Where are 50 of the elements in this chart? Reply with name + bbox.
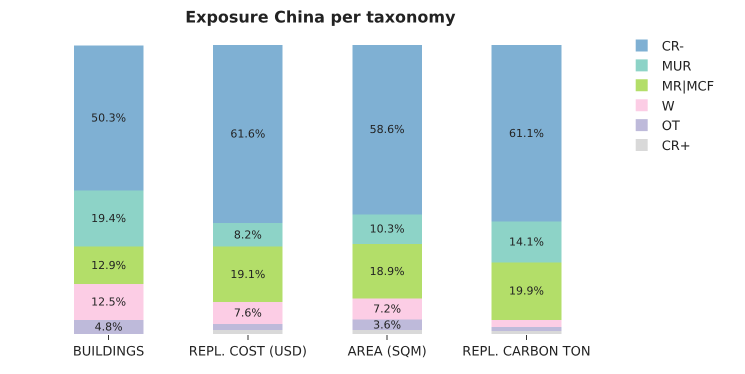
data-label: 3.6% [373,318,402,332]
bar [213,324,283,330]
bar [492,330,562,334]
bar [213,302,283,324]
bar [352,45,422,214]
data-label: 50.3% [91,111,126,124]
bar [74,246,144,284]
bar [213,223,283,247]
bar [352,298,422,320]
x-tick-label: BUILDINGS [72,344,144,360]
bar [74,284,144,320]
bar [492,320,562,328]
data-label: 19.4% [91,212,126,226]
data-label: 12.5% [91,296,126,309]
data-label: 8.2% [234,228,262,242]
data-label: 58.6% [370,123,405,136]
data-label: 18.9% [370,264,405,278]
bar [352,214,422,244]
bar [213,330,283,334]
data-label: 10.3% [370,222,405,236]
data-label: 61.6% [230,128,266,141]
legend-label: OT [662,119,680,134]
legend-label: CR+ [662,139,691,154]
bar [74,320,144,334]
legend-label: MR|MCF [662,79,714,94]
bar [213,45,283,224]
bar [213,246,283,302]
legend-label: CR- [662,40,684,55]
data-label: 7.2% [373,302,402,316]
data-label: 14.1% [508,235,544,248]
x-tick-label: AREA (SQM) [348,344,427,360]
bar [492,327,562,331]
bar [74,190,144,247]
legend-label: W [662,99,675,114]
bar [352,244,422,299]
bar [492,45,562,222]
bar [352,330,422,334]
data-label: 4.8% [94,320,123,334]
data-label: 19.1% [230,268,266,281]
bar [492,262,562,320]
x-tick-label: REPL. COST (USD) [188,344,307,360]
data-label: 12.9% [91,258,126,272]
data-label: 19.9% [508,284,544,298]
x-tick-label: REPL. CARBON TON [462,344,591,360]
bar [74,45,144,191]
legend-label: MUR [662,59,692,74]
bar [492,222,562,262]
chart-title: Exposure China per taxonomy [185,7,456,26]
data-label: 61.1% [508,126,544,140]
data-label: 7.6% [234,306,262,320]
